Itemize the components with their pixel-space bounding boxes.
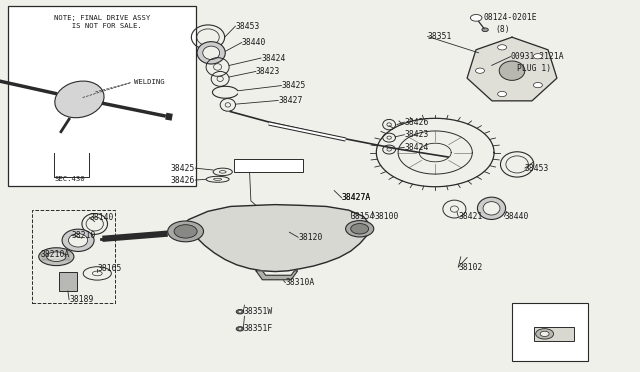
Ellipse shape (483, 202, 500, 215)
Circle shape (174, 225, 197, 238)
Circle shape (470, 15, 482, 21)
Text: 38427A: 38427A (342, 193, 371, 202)
Text: 38210A: 38210A (41, 250, 70, 259)
Text: 38440: 38440 (504, 212, 529, 221)
Circle shape (346, 221, 374, 237)
Text: NOT FOR SALE: NOT FOR SALE (243, 163, 295, 169)
Ellipse shape (499, 61, 525, 80)
Bar (32, 210, 115, 303)
Text: 38100: 38100 (374, 212, 399, 221)
Text: B: B (474, 15, 478, 21)
Circle shape (351, 224, 369, 234)
Text: 38425: 38425 (171, 164, 195, 173)
Ellipse shape (197, 42, 225, 64)
Circle shape (536, 329, 554, 339)
Bar (512, 303, 588, 361)
Bar (534, 327, 574, 341)
Text: NOTE; FINAL DRIVE ASSY
  IS NOT FOR SALE.: NOTE; FINAL DRIVE ASSY IS NOT FOR SALE. (54, 15, 150, 29)
Circle shape (239, 311, 241, 312)
Polygon shape (176, 205, 370, 272)
Circle shape (540, 331, 549, 336)
Text: PLUG 1): PLUG 1) (517, 64, 551, 73)
Text: 38426: 38426 (404, 118, 429, 126)
Bar (59, 272, 77, 291)
Circle shape (533, 83, 542, 88)
Circle shape (533, 54, 542, 59)
Circle shape (476, 68, 484, 73)
Text: SEC.430: SEC.430 (54, 176, 85, 182)
Text: 38351F: 38351F (243, 324, 273, 333)
Text: 00931-2121A: 00931-2121A (511, 52, 564, 61)
Text: 38427A: 38427A (342, 193, 371, 202)
Ellipse shape (38, 248, 74, 266)
Text: 38120: 38120 (298, 233, 323, 242)
Text: J38000GQ: J38000GQ (534, 351, 566, 357)
Bar (234, 159, 303, 172)
Text: 38310A: 38310A (285, 278, 315, 287)
Text: 38189: 38189 (69, 295, 93, 304)
Text: 38453: 38453 (236, 22, 260, 31)
Text: WELDING: WELDING (134, 78, 164, 84)
Text: 38210: 38210 (72, 231, 96, 240)
Text: (8): (8) (495, 25, 510, 33)
Polygon shape (256, 271, 298, 280)
Text: 38154: 38154 (351, 212, 375, 221)
Text: NOT FOR SALE: NOT FOR SALE (236, 161, 294, 170)
Ellipse shape (477, 197, 506, 219)
Bar (8, 6, 196, 186)
Text: 38423: 38423 (256, 67, 280, 76)
Text: 38424: 38424 (404, 143, 429, 152)
Circle shape (482, 28, 488, 32)
Circle shape (239, 328, 241, 330)
Circle shape (168, 221, 204, 242)
Circle shape (498, 92, 507, 97)
Ellipse shape (203, 46, 220, 60)
Text: CB320M: CB320M (536, 311, 563, 317)
Text: 38165: 38165 (97, 264, 122, 273)
Text: 38351W: 38351W (243, 307, 273, 316)
Circle shape (236, 310, 244, 314)
Text: 38427: 38427 (278, 96, 303, 105)
Text: 38426: 38426 (171, 176, 195, 185)
Text: 38351: 38351 (428, 32, 452, 41)
Circle shape (498, 45, 507, 50)
Ellipse shape (62, 229, 94, 251)
Text: 38423: 38423 (404, 130, 429, 139)
Ellipse shape (68, 234, 88, 247)
Ellipse shape (55, 81, 104, 118)
Text: 38421: 38421 (458, 212, 483, 221)
Text: 38140: 38140 (90, 213, 114, 222)
Polygon shape (467, 37, 557, 101)
Text: 38440: 38440 (242, 38, 266, 47)
Text: 38102: 38102 (458, 263, 483, 272)
Text: 08124-0201E: 08124-0201E (484, 13, 538, 22)
Text: 38425: 38425 (282, 81, 306, 90)
Text: 38453: 38453 (525, 164, 549, 173)
Text: 38424: 38424 (261, 54, 285, 62)
Circle shape (236, 327, 244, 331)
Ellipse shape (47, 252, 66, 262)
